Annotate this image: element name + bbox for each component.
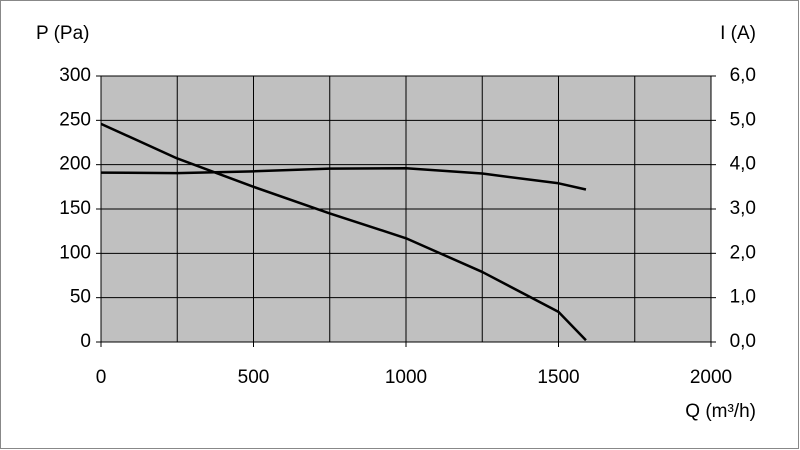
y-tick-label: 200 <box>59 154 91 175</box>
y-tick-label: 50 <box>70 287 91 308</box>
y2-tick-label: 2,0 <box>730 242 756 263</box>
x-tick-label: 0 <box>96 367 107 388</box>
y2-tick-label: 5,0 <box>730 109 756 130</box>
y-tick-label: 100 <box>59 242 91 263</box>
series-line <box>100 122 587 342</box>
series-line <box>100 166 587 191</box>
y2-tick-label: 4,0 <box>730 154 756 175</box>
x-tick-label: 500 <box>238 367 270 388</box>
y2-tick-label: 1,0 <box>730 287 756 308</box>
x-tick-label: 1500 <box>537 367 579 388</box>
y-tick-label: 250 <box>59 109 91 130</box>
y-tick-label: 150 <box>59 198 91 219</box>
y2-axis-title: I (A) <box>720 23 756 44</box>
x-axis-title: Q (m³/h) <box>685 401 756 422</box>
y-tick-label: 0 <box>80 331 91 352</box>
y2-tick-label: 6,0 <box>730 65 756 86</box>
y-axis-title: P (Pa) <box>36 23 90 44</box>
x-tick-label: 2000 <box>690 367 732 388</box>
x-tick-label: 1000 <box>385 367 427 388</box>
y2-tick-label: 3,0 <box>730 198 756 219</box>
y2-tick-label: 0,0 <box>730 331 756 352</box>
y-tick-label: 300 <box>59 65 91 86</box>
